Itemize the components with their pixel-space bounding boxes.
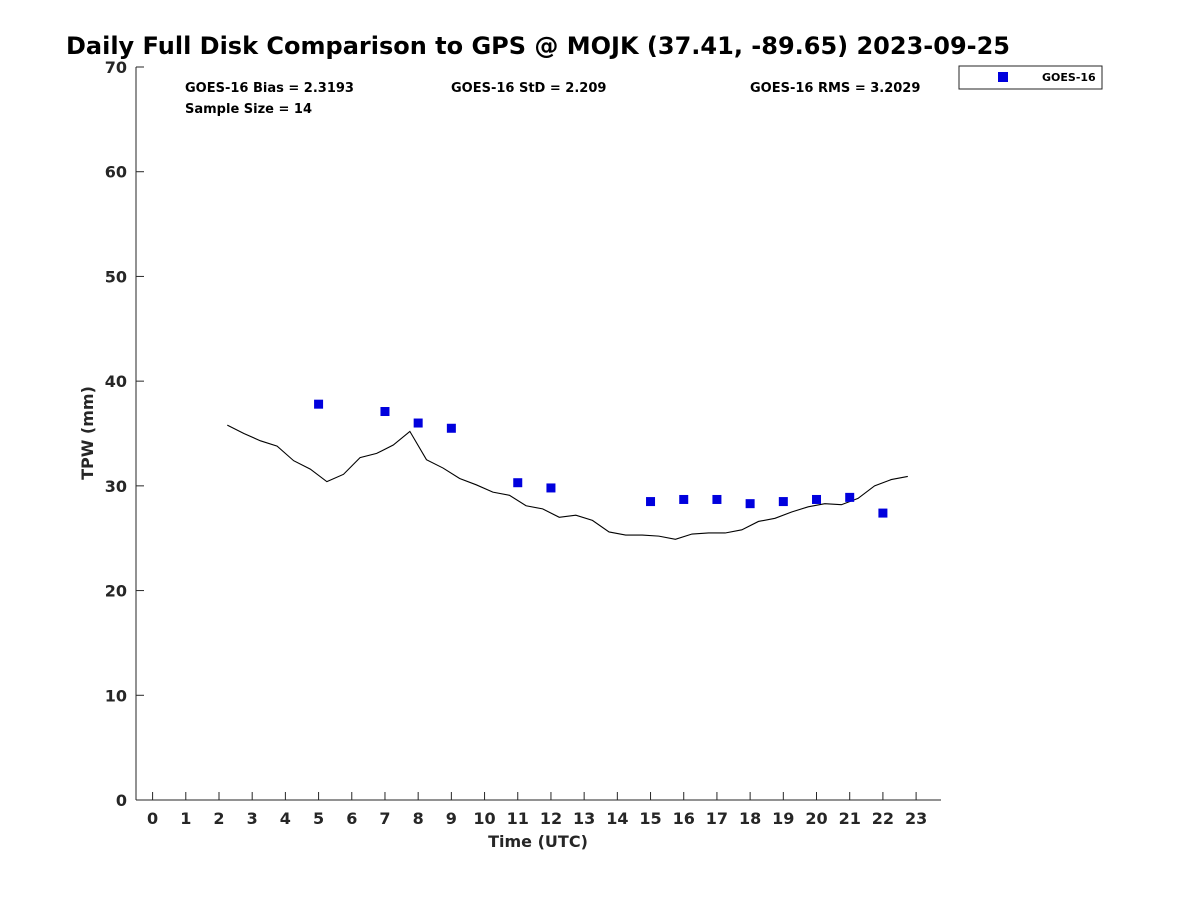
stat-bias: GOES-16 Bias = 2.3193 [185,81,354,96]
stat-sample-size: Sample Size = 14 [185,102,312,117]
x-tick-label: 12 [540,809,562,828]
y-tick-label: 20 [105,582,127,601]
x-tick-label: 0 [147,809,158,828]
plot-area [136,67,941,800]
y-tick-label: 10 [105,686,127,705]
goes-data-point [646,497,656,507]
goes-data-point [778,497,788,507]
chart-title: Daily Full Disk Comparison to GPS @ MOJK… [66,32,1010,60]
x-tick-label: 4 [280,809,291,828]
x-tick-label: 13 [573,809,595,828]
goes-scatter-series [314,399,888,518]
x-axis-label: Time (UTC) [488,832,588,851]
legend: GOES-16 [958,65,1103,90]
x-tick-label: 8 [413,809,424,828]
x-ticks: 0 1 2 3 4 5 6 7 8 9 10 11 12 13 14 15 16 17 18 19 20 21 22 23 [147,792,927,828]
y-tick-label: 60 [105,163,127,182]
goes-data-point [712,494,722,504]
x-tick-label: 1 [180,809,191,828]
goes-data-point [446,423,456,433]
gps-line-series [227,424,908,540]
legend-box [958,65,1103,90]
x-tick-label: 5 [313,809,324,828]
y-ticks: 0 10 20 30 40 50 60 70 [105,58,144,810]
x-tick-label: 11 [507,809,529,828]
gps-tpw-line [227,424,908,540]
x-tick-label: 2 [213,809,224,828]
y-tick-label: 40 [105,372,127,391]
goes-data-point [413,418,423,428]
goes-data-point [812,494,822,504]
y-axis-label: TPW (mm) [78,386,97,480]
x-tick-label: 21 [839,809,861,828]
x-tick-label: 3 [247,809,258,828]
x-tick-label: 14 [606,809,628,828]
goes-data-point [546,483,556,493]
x-tick-label: 18 [739,809,761,828]
y-tick-label: 70 [105,58,127,77]
legend-label: GOES-16 [1042,71,1096,84]
goes-data-point [314,399,324,409]
legend-marker [998,72,1008,82]
y-tick-label: 30 [105,477,127,496]
x-tick-label: 16 [673,809,695,828]
x-tick-label: 7 [379,809,390,828]
x-tick-label: 9 [446,809,457,828]
y-tick-label: 50 [105,267,127,286]
goes-data-point [380,407,390,417]
y-tick-label: 0 [116,791,127,810]
x-tick-label: 23 [905,809,927,828]
x-tick-label: 20 [805,809,827,828]
goes-data-point [845,492,855,502]
x-tick-label: 19 [772,809,794,828]
x-tick-label: 6 [346,809,357,828]
x-tick-label: 15 [639,809,661,828]
x-tick-label: 22 [872,809,894,828]
x-tick-label: 10 [473,809,495,828]
goes-data-point [878,508,888,518]
stat-rms: GOES-16 RMS = 3.2029 [750,81,920,96]
goes-data-point [513,478,523,488]
stat-std: GOES-16 StD = 2.209 [451,81,606,96]
x-tick-label: 17 [706,809,728,828]
goes-data-point [679,494,689,504]
goes-data-point [745,499,755,509]
